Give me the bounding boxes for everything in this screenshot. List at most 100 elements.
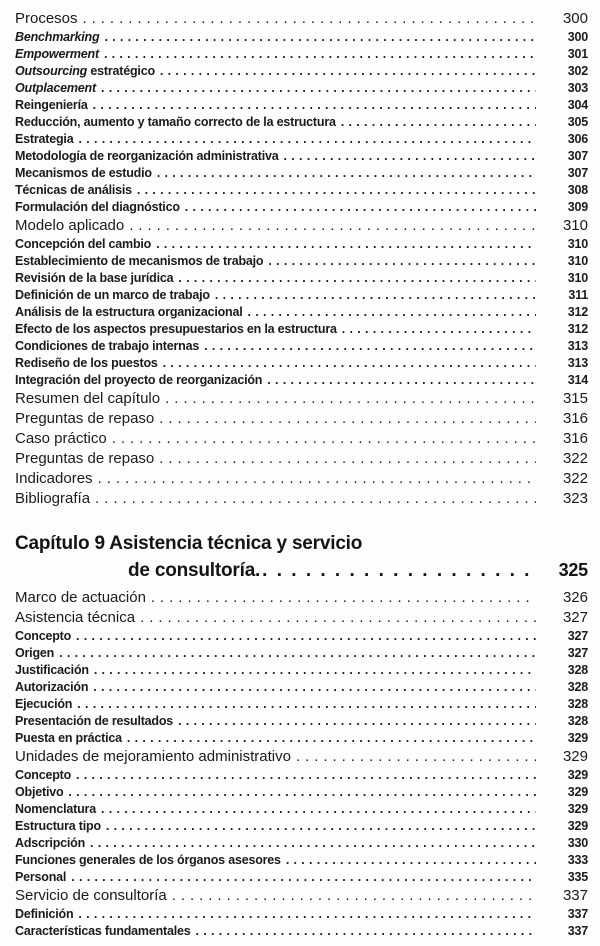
toc-entry-title[interactable]: Resumen del capítulo — [15, 389, 160, 409]
toc-entry-page[interactable]: 308 — [567, 183, 588, 197]
toc-entry-title[interactable]: Indicadores — [15, 469, 93, 489]
toc-entry-page[interactable]: 323 — [562, 490, 588, 507]
toc-entry-title[interactable]: Mecanismos de estudio — [15, 165, 152, 182]
toc-entry-title[interactable]: Procesos — [15, 9, 78, 29]
toc-entry-page[interactable]: 300 — [562, 10, 588, 27]
toc-entry-title[interactable]: Condiciones de trabajo internas — [15, 338, 199, 355]
toc-entry-page[interactable]: 330 — [567, 836, 588, 850]
toc-entry-page[interactable]: 329 — [567, 731, 588, 745]
toc-entry-title[interactable]: Metodología de reorganización administra… — [15, 148, 279, 165]
toc-entry-page[interactable]: 337 — [567, 907, 588, 921]
toc-entry-page[interactable]: 302 — [567, 64, 588, 78]
toc-entry-text: Preguntas de repaso — [15, 450, 155, 467]
chapter-title-line1[interactable]: Capítulo 9 Asistencia técnica y servicio — [15, 533, 363, 554]
toc-entry-title[interactable]: Reingeniería — [15, 97, 88, 114]
toc-entry-page[interactable]: 310 — [562, 217, 588, 234]
toc-entry-page[interactable]: 327 — [567, 646, 588, 660]
toc-entry-title[interactable]: Definición de un marco de trabajo — [15, 287, 210, 304]
toc-entry-title[interactable]: Origen — [15, 645, 54, 662]
toc-entry-page[interactable]: 315 — [562, 390, 588, 407]
toc-entry-title[interactable]: Rediseño de los puestos — [15, 355, 158, 372]
toc-entry-title[interactable]: Empowerment — [15, 46, 99, 63]
toc-entry-title[interactable]: Asistencia técnica — [15, 608, 135, 628]
toc-entry-page[interactable]: 328 — [567, 680, 588, 694]
toc-entry-page[interactable]: 307 — [567, 166, 588, 180]
toc-entry-title[interactable]: Estructura tipo — [15, 818, 101, 835]
toc-entry-title[interactable]: Técnicas de análisis — [15, 182, 132, 199]
toc-entry-title[interactable]: Outplacement — [15, 80, 96, 97]
toc-entry-page[interactable]: 328 — [567, 697, 588, 711]
toc-entry-title[interactable]: Justificación — [15, 662, 89, 679]
toc-entry-page[interactable]: 309 — [567, 200, 588, 214]
toc-entry-page[interactable]: 329 — [567, 768, 588, 782]
toc-entry-page[interactable]: 329 — [567, 819, 588, 833]
toc-entry-page[interactable]: 310 — [567, 237, 588, 251]
toc-entry-page[interactable]: 312 — [567, 322, 588, 336]
toc-entry-title[interactable]: Autorización — [15, 679, 88, 696]
toc-entry-page[interactable]: 304 — [567, 98, 588, 112]
toc-entry-page[interactable]: 316 — [562, 410, 588, 427]
toc-entry-page[interactable]: 333 — [567, 853, 588, 867]
chapter-title-line2[interactable]: de consultoría. — [128, 560, 261, 581]
toc-entry-page[interactable]: 310 — [567, 271, 588, 285]
toc-entry-page[interactable]: 326 — [562, 589, 588, 606]
chapter-page[interactable]: 325 — [558, 560, 589, 580]
toc-entry-title[interactable]: Presentación de resultados — [15, 713, 173, 730]
toc-entry-title[interactable]: Revisión de la base jurídica — [15, 270, 174, 287]
toc-entry-page[interactable]: 327 — [567, 629, 588, 643]
toc-entry-title[interactable]: Concepto — [15, 628, 71, 645]
toc-entry-page[interactable]: 301 — [567, 47, 588, 61]
toc-entry-page[interactable]: 312 — [567, 305, 588, 319]
toc-entry-title[interactable]: Características fundamentales — [15, 923, 191, 940]
toc-entry-page[interactable]: 329 — [567, 785, 588, 799]
toc-entry-page[interactable]: 337 — [562, 887, 588, 904]
toc-entry-page[interactable]: 329 — [567, 802, 588, 816]
toc-entry-page[interactable]: 322 — [562, 450, 588, 467]
toc-entry-title[interactable]: Nomenclatura — [15, 801, 96, 818]
toc-entry-page[interactable]: 303 — [567, 81, 588, 95]
toc-entry-page[interactable]: 328 — [567, 714, 588, 728]
toc-entry-title[interactable]: Efecto de los aspectos presupuestarios e… — [15, 321, 337, 338]
toc-entry-title[interactable]: Preguntas de repaso — [15, 409, 154, 429]
toc-entry-title[interactable]: Servicio de consultoría — [15, 886, 167, 906]
toc-entry-title[interactable]: Establecimiento de mecanismos de trabajo — [15, 253, 264, 270]
toc-entry-title[interactable]: Personal — [15, 869, 66, 886]
toc-entry-page[interactable]: 310 — [567, 254, 588, 268]
toc-entry-title[interactable]: Ejecución — [15, 696, 72, 713]
toc-entry-title[interactable]: Caso práctico — [15, 429, 107, 449]
toc-entry-title[interactable]: Formulación del diagnóstico — [15, 199, 180, 216]
toc-entry-title[interactable]: Adscripción — [15, 835, 85, 852]
toc-entry-title[interactable]: Definición — [15, 906, 74, 923]
toc-entry-page[interactable]: 337 — [567, 924, 588, 938]
toc-entry-title[interactable]: Reducción, aumento y tamaño correcto de … — [15, 114, 336, 131]
toc-entry-page[interactable]: 307 — [567, 149, 588, 163]
toc-entry-page[interactable]: 329 — [562, 748, 588, 765]
toc-entry-page[interactable]: 314 — [567, 373, 588, 387]
toc-entry-title[interactable]: Marco de actuación — [15, 588, 146, 608]
toc-entry-page[interactable]: 306 — [567, 132, 588, 146]
toc-entry-title[interactable]: Análisis de la estructura organizacional — [15, 304, 243, 321]
toc-entry-page[interactable]: 316 — [562, 430, 588, 447]
toc-entry-title[interactable]: Preguntas de repaso — [15, 449, 154, 469]
toc-entry-page[interactable]: 313 — [567, 356, 588, 370]
toc-entry-title[interactable]: Integración del proyecto de reorganizaci… — [15, 372, 262, 389]
toc-entry-title[interactable]: Concepto — [15, 767, 71, 784]
toc-entry-title[interactable]: Funciones generales de los órganos aseso… — [15, 852, 281, 869]
toc-entry-title[interactable]: Unidades de mejoramiento administrativo — [15, 747, 291, 767]
toc-entry-page[interactable]: 335 — [567, 870, 588, 884]
toc-entry-page[interactable]: 322 — [562, 470, 588, 487]
toc-entry-title[interactable]: Concepción del cambio — [15, 236, 151, 253]
toc-entry-title[interactable]: Objetivo — [15, 784, 64, 801]
toc-entry-title[interactable]: Benchmarking — [15, 29, 100, 46]
toc-entry-page[interactable]: 305 — [567, 115, 588, 129]
toc-entry-page[interactable]: 328 — [567, 663, 588, 677]
toc-entry-title[interactable]: Puesta en práctica — [15, 730, 122, 747]
toc-entry-title[interactable]: Estrategia — [15, 131, 74, 148]
toc-entry-page[interactable]: 327 — [562, 609, 588, 626]
toc-entry-page[interactable]: 313 — [567, 339, 588, 353]
toc-entry-page[interactable]: 311 — [568, 288, 588, 302]
toc-entry-title[interactable]: Bibliografía — [15, 489, 90, 509]
toc-entry-title[interactable]: Modelo aplicado — [15, 216, 124, 236]
toc-entry-title[interactable]: Outsourcing estratégico — [15, 63, 155, 80]
toc-entry-page[interactable]: 300 — [567, 30, 588, 44]
